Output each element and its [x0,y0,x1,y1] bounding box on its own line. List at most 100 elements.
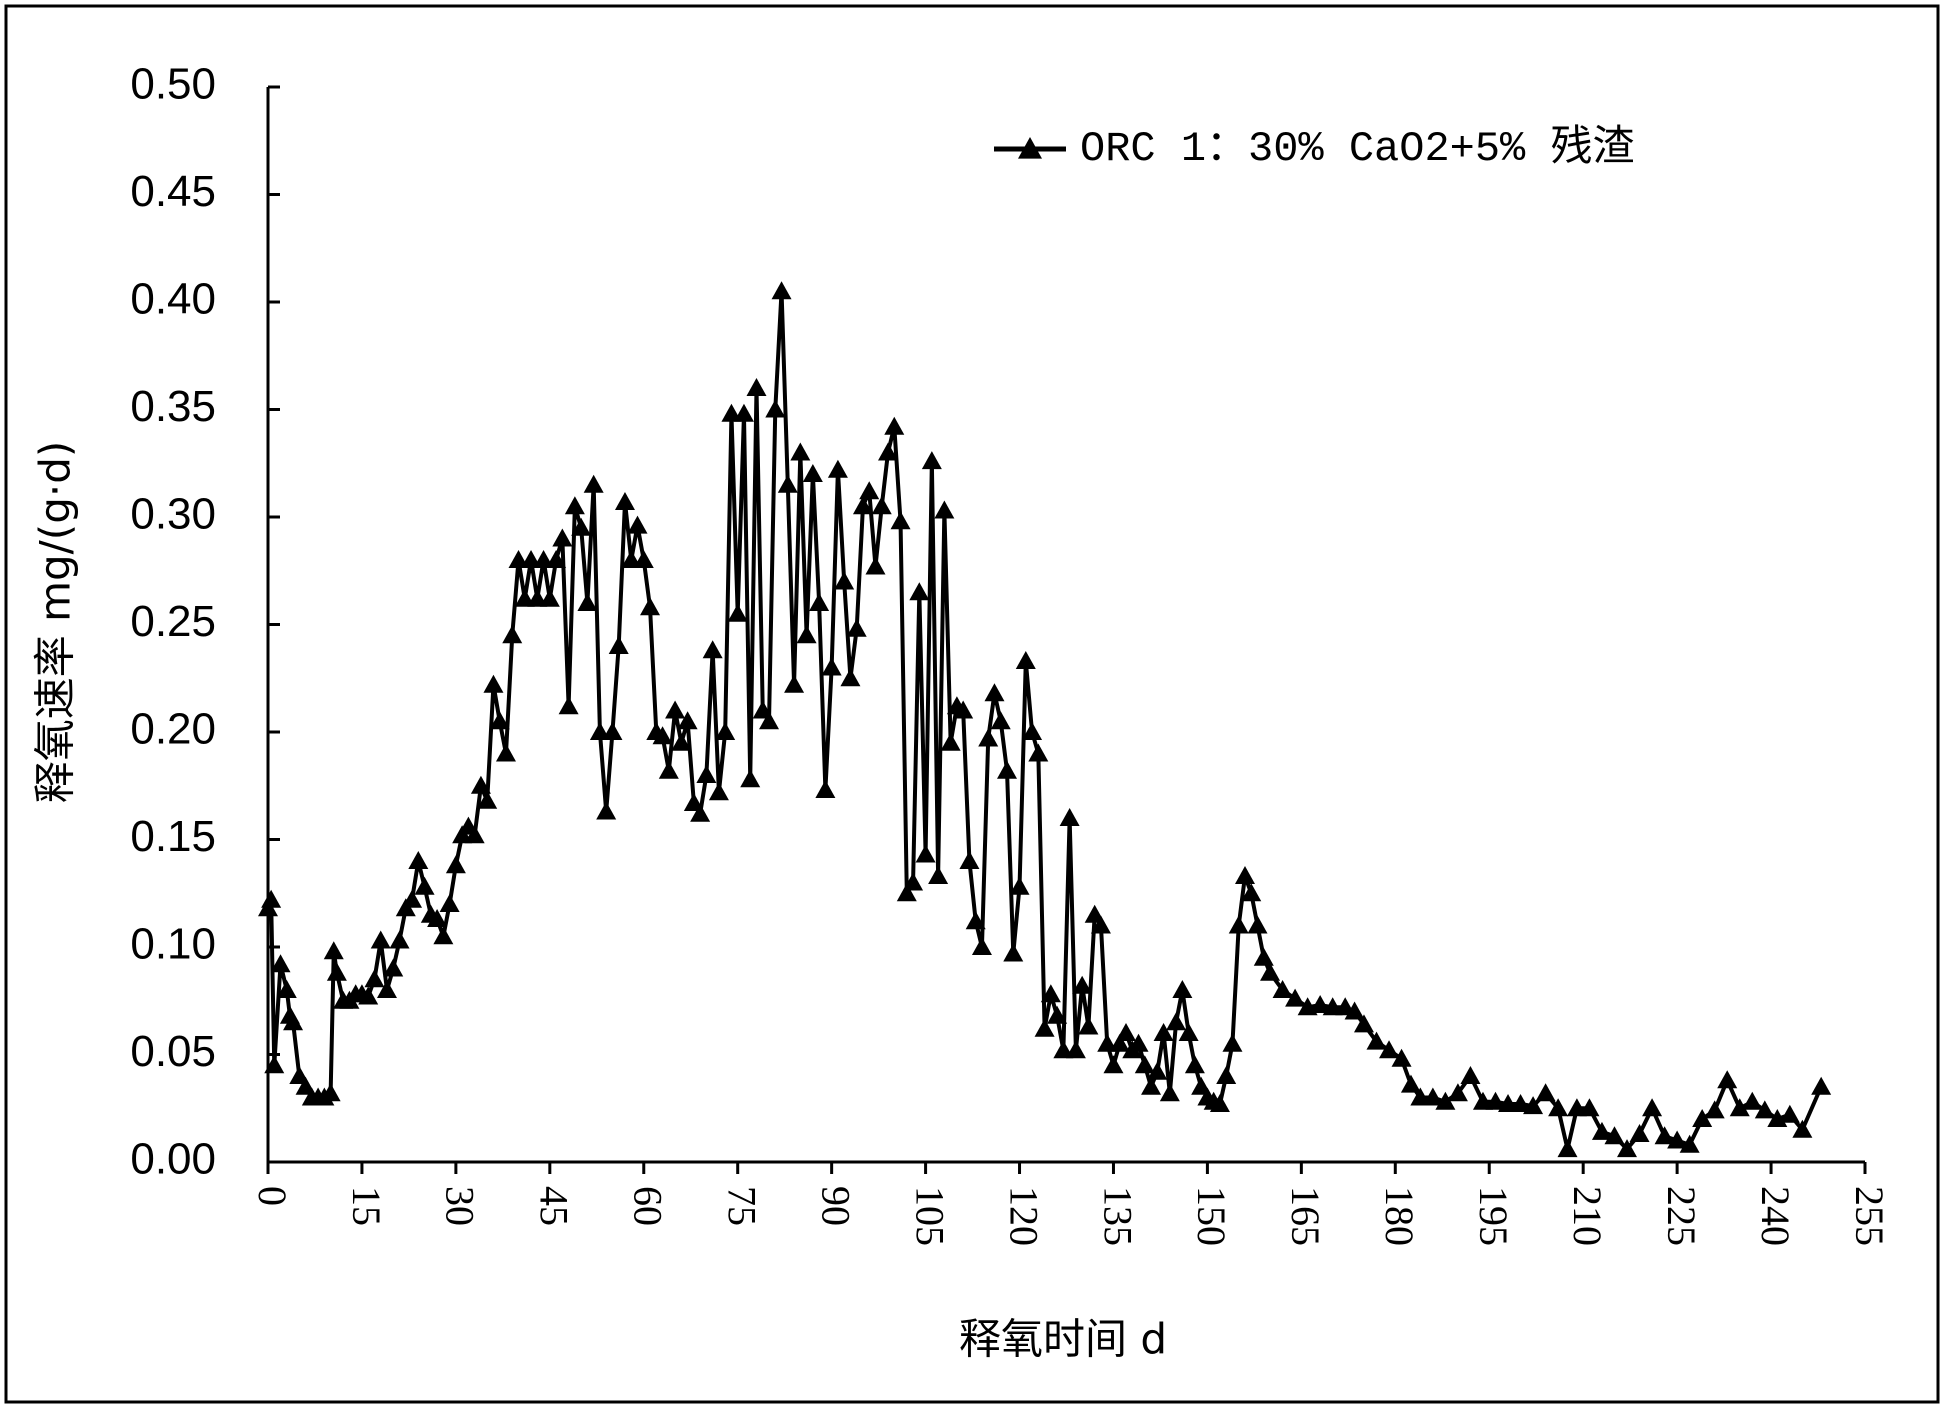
data-point [840,668,861,687]
data-point [1629,1124,1650,1143]
data-point [777,474,798,493]
data-point [1034,1018,1055,1037]
data-point [320,1083,341,1102]
data-point [414,876,435,895]
data-point [1109,1033,1130,1052]
y-tick-label: 0.10 [130,920,216,969]
data-point [1447,1083,1468,1102]
data-point [1097,1033,1118,1052]
data-point [521,550,542,568]
data-point [1754,1100,1775,1119]
data-point [546,550,567,568]
data-point [1228,915,1249,934]
data-point [934,500,955,519]
data-point [1692,1109,1713,1127]
data-point [621,550,642,568]
data-point [1779,1104,1800,1123]
y-tick-label: 0.45 [130,167,216,216]
data-point [852,496,873,515]
data-point [1147,1061,1168,1080]
data-point [1460,1066,1481,1084]
data-point [1400,1074,1421,1093]
data-point [1717,1070,1738,1089]
frame [4,4,1940,1404]
data-point [558,696,579,715]
data-point [1184,1055,1205,1074]
data-point [658,760,679,779]
data-point [746,378,767,396]
data-point [408,851,429,869]
data-point [1141,1076,1162,1095]
x-tick-label: 60 [626,1186,671,1226]
data-point [608,636,629,654]
data-point [771,281,792,300]
data-point [1667,1130,1688,1149]
data-point [784,674,805,693]
data-point [696,765,717,783]
y-tick-label: 0.35 [130,382,216,431]
data-point [1579,1098,1600,1117]
data-point [283,1012,304,1031]
data-point [790,442,811,461]
x-tick-label: 210 [1565,1186,1610,1246]
data-point [1472,1091,1493,1110]
data-point [827,459,848,478]
data-point [1253,947,1274,966]
data-point [552,528,573,547]
data-point [1548,1098,1569,1117]
data-point [677,711,698,730]
data-point [1234,866,1255,885]
data-point [1272,980,1293,998]
data-point [1811,1076,1832,1095]
data-point [802,464,823,482]
data-point [859,481,880,500]
data-point [1591,1121,1612,1140]
data-point [364,969,385,988]
data-point [627,515,648,534]
data-point [878,442,899,461]
data-point [1310,995,1331,1014]
data-point [564,496,585,515]
data-point [990,711,1011,730]
x-tick-label: 45 [532,1186,577,1226]
data-point [940,732,961,751]
data-point [1003,943,1024,962]
data-point [602,722,623,740]
x-tick-label: 30 [438,1186,483,1226]
data-point [965,911,986,930]
data-point [376,980,397,998]
data-point [533,550,554,568]
data-point [1028,743,1049,762]
data-point [1040,984,1061,1003]
data-point [971,937,992,955]
data-point [984,683,1005,702]
data-point [489,711,510,730]
data-point [1166,1012,1187,1031]
data-point [1103,1055,1124,1074]
data-point [1090,915,1111,934]
data-point [665,700,686,719]
y-tick-label: 0.00 [130,1135,216,1184]
data-point [640,597,661,616]
data-point [809,593,830,611]
data-point [928,866,949,885]
x-tick-label: 90 [813,1186,858,1226]
data-point [1260,962,1281,981]
data-point [997,760,1018,779]
data-point [1729,1098,1750,1117]
data-point [915,844,936,863]
data-point [358,986,379,1005]
data-point [1078,1016,1099,1035]
data-point [383,958,404,977]
data-point [903,872,924,891]
data-point [1047,1005,1068,1024]
data-point [1222,1033,1243,1052]
data-point [1065,1040,1086,1059]
x-tick-label: 195 [1471,1186,1516,1246]
x-tick-label: 150 [1189,1186,1234,1246]
data-point [909,582,930,601]
data-point [1053,1040,1074,1059]
data-point [1128,1033,1149,1052]
data-point [1604,1126,1625,1145]
data-point [1022,722,1043,740]
